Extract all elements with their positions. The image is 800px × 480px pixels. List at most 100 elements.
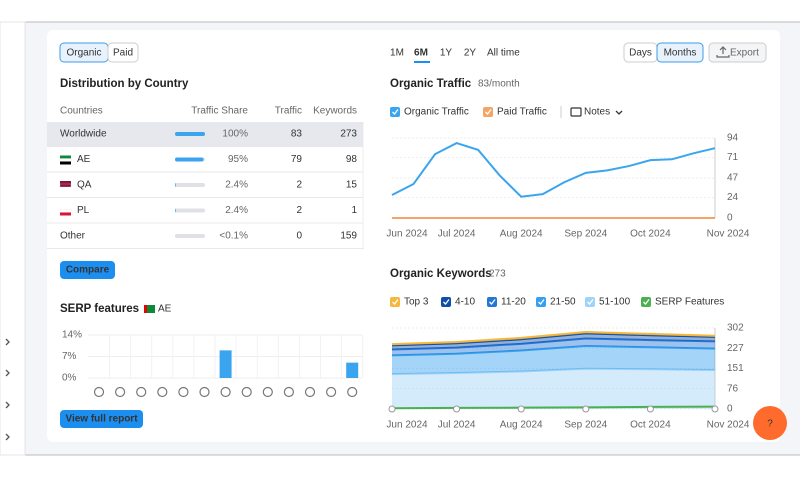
area-fill bbox=[392, 368, 715, 409]
button-label: Compare bbox=[66, 265, 110, 276]
dropdown-caret bbox=[615, 110, 623, 115]
share-track bbox=[175, 183, 205, 187]
period-tab: 2Y bbox=[464, 48, 477, 59]
flag bbox=[60, 212, 71, 216]
serp-icon bbox=[136, 386, 147, 398]
x-tick-label: Aug 2024 bbox=[500, 420, 543, 431]
check bbox=[392, 299, 399, 305]
period-tab: 1M bbox=[390, 48, 404, 59]
x-tick-label: Oct 2024 bbox=[630, 229, 671, 240]
check bbox=[489, 299, 496, 305]
legend-checkbox[interactable] bbox=[585, 297, 595, 307]
chart-title: Organic Keywords bbox=[390, 268, 492, 280]
event-marker[interactable] bbox=[646, 405, 654, 413]
report-button[interactable] bbox=[60, 410, 143, 428]
legend-label: Paid Traffic bbox=[497, 107, 547, 118]
flag bbox=[60, 161, 71, 165]
x-tick-label: Jun 2024 bbox=[386, 229, 428, 240]
y-tick-label: 71 bbox=[727, 152, 739, 163]
series-area bbox=[391, 331, 716, 346]
expand-arrow[interactable] bbox=[5, 401, 10, 409]
event-marker[interactable] bbox=[711, 405, 719, 413]
traffic-share: 100% bbox=[222, 129, 248, 140]
flag bbox=[59, 209, 72, 213]
flag bbox=[59, 158, 72, 162]
bar bbox=[346, 362, 359, 378]
serp-icon bbox=[262, 386, 273, 398]
legend-checkbox[interactable] bbox=[483, 107, 493, 117]
row-highlight bbox=[47, 122, 363, 147]
check bbox=[392, 109, 399, 115]
legend-checkbox[interactable] bbox=[441, 297, 451, 307]
tab-paid[interactable] bbox=[107, 42, 139, 63]
event-marker[interactable] bbox=[517, 405, 525, 413]
x-tick-label: Nov 2024 bbox=[707, 229, 750, 240]
y-tick-label: 14% bbox=[62, 330, 82, 341]
legend-label: 4-10 bbox=[455, 297, 475, 308]
column-header: Keywords bbox=[313, 106, 357, 117]
keywords: 15 bbox=[346, 180, 358, 191]
expand-arrow[interactable] bbox=[5, 369, 10, 377]
help-button[interactable] bbox=[753, 406, 787, 440]
flag bbox=[59, 183, 72, 188]
event-marker[interactable] bbox=[453, 405, 461, 413]
x-tick-label: Jul 2024 bbox=[438, 229, 476, 240]
serp-icon bbox=[178, 386, 189, 398]
expand-arrow[interactable] bbox=[5, 338, 10, 346]
share-bar bbox=[175, 157, 204, 162]
serp-icon bbox=[157, 386, 168, 398]
x-tick-label: Oct 2024 bbox=[630, 420, 671, 431]
flag bbox=[60, 187, 71, 190]
y-tick-label: 94 bbox=[727, 133, 739, 144]
legend-checkbox[interactable] bbox=[390, 107, 400, 117]
x-tick-label: Nov 2024 bbox=[707, 420, 750, 431]
legend-label: 11-20 bbox=[501, 297, 526, 308]
keywords: 98 bbox=[346, 154, 358, 165]
event-marker[interactable] bbox=[388, 405, 396, 413]
event-marker[interactable] bbox=[582, 405, 590, 413]
country: AE bbox=[77, 154, 91, 165]
series-area bbox=[391, 337, 716, 351]
serp-icon bbox=[347, 386, 358, 398]
legend-checkbox[interactable] bbox=[487, 297, 497, 307]
legend-checkbox[interactable] bbox=[536, 297, 546, 307]
x-tick-label: Aug 2024 bbox=[500, 229, 543, 240]
series-area bbox=[391, 344, 716, 357]
sidebar-arrows bbox=[5, 338, 10, 441]
toggle-label: Days bbox=[629, 48, 652, 59]
months-button[interactable] bbox=[656, 42, 704, 63]
legend-checkbox[interactable] bbox=[390, 297, 400, 307]
check bbox=[485, 109, 492, 115]
period-tab: 6M bbox=[414, 48, 428, 59]
period-tab: 1Y bbox=[440, 48, 453, 59]
column-header: Traffic bbox=[275, 106, 302, 117]
y-tick-label: 24 bbox=[727, 192, 739, 203]
button-label: View full report bbox=[65, 414, 138, 425]
legend-label: 21-50 bbox=[550, 297, 576, 308]
share-bar bbox=[175, 132, 205, 136]
area-fill bbox=[392, 332, 715, 346]
traffic-share: <0.1% bbox=[219, 231, 248, 242]
expand-arrow[interactable] bbox=[5, 433, 10, 441]
y-tick-label: 151 bbox=[727, 363, 744, 374]
traffic: 2 bbox=[296, 205, 302, 216]
column-header: Traffic Share bbox=[191, 106, 248, 117]
flag bbox=[144, 305, 155, 313]
compare-button[interactable] bbox=[60, 261, 115, 279]
serp-icon bbox=[283, 386, 294, 398]
area-fill bbox=[392, 333, 715, 350]
x-tick-label: Jun 2024 bbox=[386, 420, 428, 431]
x-tick-label: Jul 2024 bbox=[438, 420, 476, 431]
check bbox=[587, 299, 594, 305]
serp-icon bbox=[114, 386, 126, 398]
check bbox=[443, 299, 450, 305]
serp-icon bbox=[304, 386, 316, 398]
series-line bbox=[391, 142, 716, 198]
x-tick-label: Sep 2024 bbox=[564, 229, 607, 240]
traffic-share: 2.4% bbox=[225, 205, 248, 216]
share-track bbox=[175, 208, 205, 213]
legend-label: Organic Traffic bbox=[404, 107, 469, 118]
legend-checkbox[interactable] bbox=[641, 297, 651, 307]
notes-button: Notes bbox=[584, 107, 610, 118]
